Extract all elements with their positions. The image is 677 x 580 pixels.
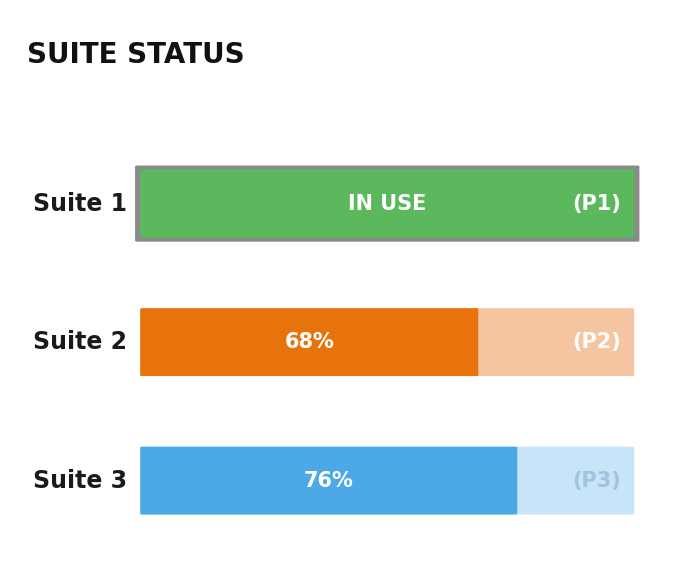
FancyBboxPatch shape <box>140 308 478 376</box>
FancyBboxPatch shape <box>140 447 517 514</box>
FancyBboxPatch shape <box>140 308 634 376</box>
FancyBboxPatch shape <box>140 447 634 514</box>
Text: 76%: 76% <box>304 470 353 491</box>
Text: SUITE STATUS: SUITE STATUS <box>27 41 244 68</box>
Text: Suite 1: Suite 1 <box>33 191 127 216</box>
Text: (P3): (P3) <box>573 470 621 491</box>
Text: 68%: 68% <box>284 332 334 352</box>
Text: Suite 2: Suite 2 <box>33 330 127 354</box>
FancyBboxPatch shape <box>140 170 634 238</box>
Text: (P2): (P2) <box>573 332 621 352</box>
Text: IN USE: IN USE <box>348 194 427 213</box>
FancyBboxPatch shape <box>140 170 634 238</box>
FancyBboxPatch shape <box>135 165 639 242</box>
Text: (P1): (P1) <box>573 194 621 213</box>
Text: Suite 3: Suite 3 <box>33 469 127 492</box>
